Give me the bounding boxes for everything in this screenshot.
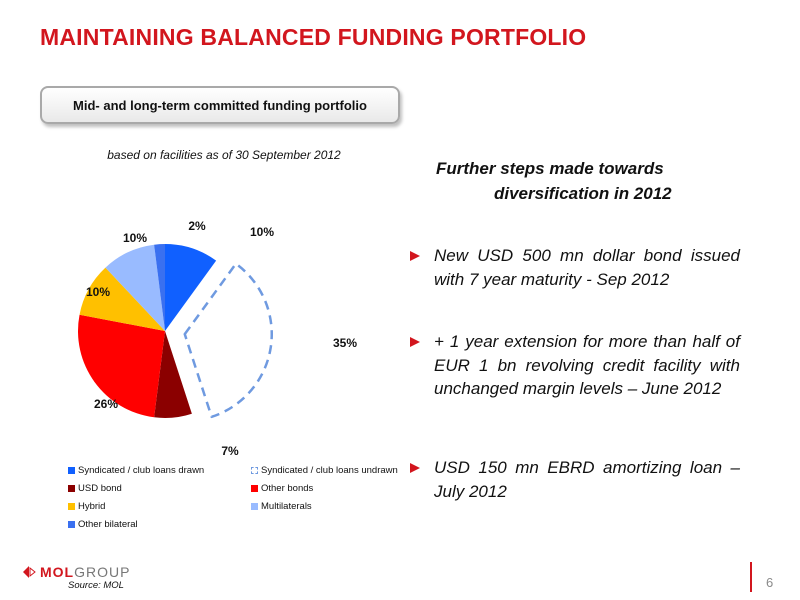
- subtitle-label: Mid- and long-term committed funding por…: [73, 97, 367, 113]
- data-label-other-bonds: 26%: [94, 397, 118, 411]
- legend-label: Other bonds: [261, 483, 314, 494]
- logo-group-text: GROUP: [74, 564, 131, 580]
- legend-item-usd-bond: USD bond: [68, 482, 251, 495]
- logo-text: MOLGROUP: [40, 564, 130, 580]
- bullet-item: New USD 500 mn dollar bond issued with 7…: [410, 244, 740, 291]
- bullet-item: + 1 year extension for more than half of…: [410, 330, 740, 401]
- bullet-text: USD 150 mn EBRD amortizing loan – July 2…: [434, 458, 740, 501]
- legend-item-syndicated-drawn: Syndicated / club loans drawn: [68, 464, 251, 477]
- bullet-text: + 1 year extension for more than half of…: [434, 332, 740, 398]
- subtitle-box: Mid- and long-term committed funding por…: [40, 86, 400, 124]
- legend-label: Hybrid: [78, 501, 106, 512]
- page-number: 6: [766, 575, 774, 590]
- pie-slice-other-bonds: [78, 314, 165, 418]
- pie-slice-other-bilateral: [154, 244, 165, 331]
- pie-slice-syndicated-undrawn: [183, 262, 273, 419]
- legend-item-syndicated-undrawn: Syndicated / club loans undrawn: [251, 464, 408, 477]
- pie-slice-hybrid: [79, 267, 165, 331]
- legend-swatch: [68, 485, 75, 492]
- source-note: Source: MOL: [68, 580, 124, 591]
- right-heading-line1: Further steps made towards: [436, 159, 664, 178]
- data-label-hybrid: 10%: [86, 285, 110, 299]
- legend-label: Syndicated / club loans undrawn: [261, 465, 398, 476]
- legend-swatch: [68, 503, 75, 510]
- data-label-other-bilateral: 2%: [188, 219, 206, 233]
- right-heading-line2: diversification in 2012: [494, 184, 672, 203]
- legend-item-multilaterals: Multilaterals: [251, 500, 408, 513]
- data-label-syndicated-undrawn: 35%: [333, 336, 357, 350]
- bullet-text: New USD 500 mn dollar bond issued with 7…: [434, 246, 740, 289]
- legend-label: Multilaterals: [261, 501, 312, 512]
- legend-item-other-bonds: Other bonds: [251, 482, 408, 495]
- bullet-arrow-icon: [410, 337, 420, 347]
- bullet-arrow-icon: [410, 251, 420, 261]
- pie-slice-usd-bond: [154, 331, 192, 418]
- legend-swatch: [251, 503, 258, 510]
- right-heading: Further steps made towards diversificati…: [436, 156, 736, 206]
- data-label-usd-bond: 7%: [221, 444, 239, 458]
- funding-pie-chart: 10% 35% 7% 26% 10% 10% 2%: [78, 219, 357, 458]
- footer-divider: [750, 562, 752, 592]
- legend-swatch: [68, 521, 75, 528]
- logo-mol-text: MOL: [40, 564, 75, 580]
- legend-swatch: [68, 467, 75, 474]
- pie-slice-multilaterals: [105, 244, 165, 331]
- pie-slice-syndicated-drawn: [165, 244, 217, 331]
- legend-label: USD bond: [78, 483, 122, 494]
- chart-legend: Syndicated / club loans drawn Syndicated …: [68, 464, 408, 531]
- data-label-syndicated-drawn: 10%: [250, 225, 274, 239]
- legend-item-other-bilateral: Other bilateral: [68, 518, 251, 531]
- legend-label: Other bilateral: [78, 519, 138, 530]
- bullet-item: USD 150 mn EBRD amortizing loan – July 2…: [410, 456, 740, 503]
- legend-label: Syndicated / club loans drawn: [78, 465, 205, 476]
- legend-item-hybrid: Hybrid: [68, 500, 251, 513]
- data-label-multilaterals: 10%: [123, 231, 147, 245]
- legend-swatch: [251, 467, 258, 474]
- legend-swatch: [251, 485, 258, 492]
- mol-logo-icon: [23, 566, 36, 578]
- mol-group-logo: MOLGROUP: [22, 564, 130, 580]
- slide-title: MAINTAINING BALANCED FUNDING PORTFOLIO: [40, 24, 587, 50]
- basis-note: based on facilities as of 30 September 2…: [107, 148, 341, 162]
- bullet-arrow-icon: [410, 463, 420, 473]
